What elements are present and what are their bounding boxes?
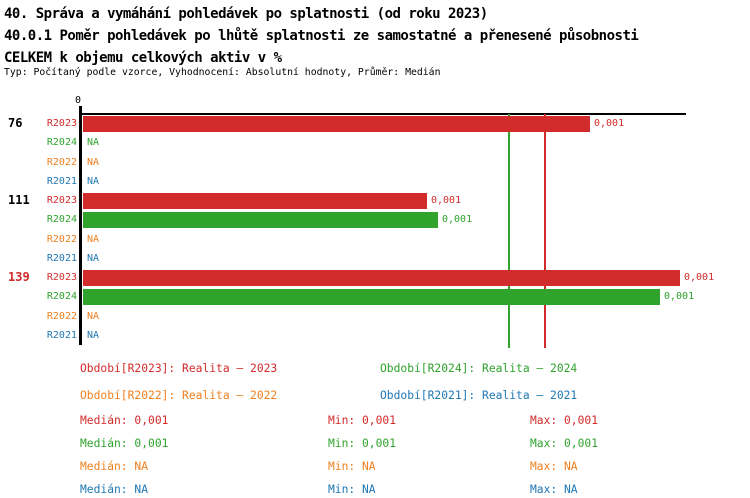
median-line-r2024 bbox=[508, 114, 510, 348]
stat-min-r2024: Min: 0,001 bbox=[328, 437, 397, 450]
period-label: R2023 bbox=[46, 195, 77, 206]
value-bar-r2023 bbox=[83, 192, 427, 209]
chart-row: R2023 0,001 bbox=[0, 268, 750, 287]
median-line-r2023 bbox=[544, 114, 546, 348]
bar-track: 0,001 bbox=[83, 114, 624, 133]
bar-track: NA bbox=[83, 153, 99, 172]
chart-row: R2023 0,001 bbox=[0, 191, 750, 210]
value-bar-r2024 bbox=[83, 211, 438, 228]
period-label: R2022 bbox=[46, 157, 77, 168]
bar-value-label: 0,001 bbox=[431, 195, 462, 206]
stat-median-r2022: Medián: NA bbox=[80, 460, 149, 473]
y-axis-line bbox=[79, 106, 82, 345]
period-label: R2023 bbox=[46, 272, 77, 283]
legend-item-r2022: Období[R2022]: Realita – 2022 bbox=[80, 389, 278, 402]
period-label: R2022 bbox=[46, 234, 77, 245]
stat-median-r2024: Medián: 0,001 bbox=[80, 437, 169, 450]
chart-row: R2023 0,001 bbox=[0, 114, 750, 133]
chart-row: R2021 NA bbox=[0, 172, 750, 191]
bar-track: NA bbox=[83, 230, 99, 249]
period-label: R2023 bbox=[46, 118, 77, 129]
chart-row: R2022 NA bbox=[0, 307, 750, 326]
bar-track: NA bbox=[83, 249, 99, 268]
bar-track: 0,001 bbox=[83, 210, 472, 229]
legend-item-r2024: Období[R2024]: Realita – 2024 bbox=[380, 362, 578, 375]
stat-max-r2021: Max: NA bbox=[530, 483, 578, 496]
group-label-139: 139 bbox=[8, 270, 30, 284]
bar-value-label: NA bbox=[87, 311, 100, 322]
period-label: R2021 bbox=[46, 330, 77, 341]
group-label-76: 76 bbox=[8, 116, 23, 130]
chart-row: R2024 NA bbox=[0, 133, 750, 152]
bar-value-label: NA bbox=[87, 137, 100, 148]
stat-max-r2023: Max: 0,001 bbox=[530, 414, 599, 427]
bar-value-label: 0,001 bbox=[664, 291, 695, 302]
bar-value-label: 0,001 bbox=[684, 272, 715, 283]
stat-min-r2023: Min: 0,001 bbox=[328, 414, 397, 427]
chart-row: R2024 0,001 bbox=[0, 210, 750, 229]
period-label: R2021 bbox=[46, 253, 77, 264]
chart-row: R2021 NA bbox=[0, 249, 750, 268]
page-title-line2: 40.0.1 Poměr pohledávek po lhůtě splatno… bbox=[4, 28, 639, 44]
bar-track: NA bbox=[83, 307, 99, 326]
period-label: R2021 bbox=[46, 176, 77, 187]
stat-max-r2024: Max: 0,001 bbox=[530, 437, 599, 450]
stat-min-r2022: Min: NA bbox=[328, 460, 376, 473]
axis-zero-tick-label: 0 bbox=[75, 95, 82, 106]
page-title-line3: CELKEM k objemu celkových aktiv v % bbox=[4, 50, 282, 66]
stat-median-r2021: Medián: NA bbox=[80, 483, 149, 496]
chart-row: R2024 0,001 bbox=[0, 287, 750, 306]
bar-value-label: NA bbox=[87, 253, 100, 264]
bar-track: 0,001 bbox=[83, 191, 461, 210]
bar-value-label: 0,001 bbox=[442, 214, 473, 225]
bar-value-label: NA bbox=[87, 176, 100, 187]
value-bar-r2024 bbox=[83, 288, 660, 305]
top-axis-line bbox=[79, 113, 686, 115]
bar-value-label: NA bbox=[87, 157, 100, 168]
chart-row: R2021 NA bbox=[0, 326, 750, 345]
bar-value-label: NA bbox=[87, 330, 100, 341]
stat-min-r2021: Min: NA bbox=[328, 483, 376, 496]
bar-track: 0,001 bbox=[83, 268, 714, 287]
bar-track: NA bbox=[83, 133, 99, 152]
stat-median-r2023: Medián: 0,001 bbox=[80, 414, 169, 427]
stat-max-r2022: Max: NA bbox=[530, 460, 578, 473]
chart-row: R2022 NA bbox=[0, 153, 750, 172]
bar-track: 0,001 bbox=[83, 287, 694, 306]
period-label: R2024 bbox=[46, 291, 77, 302]
bar-track: NA bbox=[83, 326, 99, 345]
legend-item-r2023: Období[R2023]: Realita – 2023 bbox=[80, 362, 278, 375]
bar-value-label: NA bbox=[87, 234, 100, 245]
period-label: R2024 bbox=[46, 137, 77, 148]
bar-track: NA bbox=[83, 172, 99, 191]
bar-value-label: 0,001 bbox=[594, 118, 625, 129]
page-title-line1: 40. Správa a vymáhání pohledávek po spla… bbox=[4, 6, 488, 22]
period-label: R2024 bbox=[46, 214, 77, 225]
value-bar-r2023 bbox=[83, 269, 680, 286]
legend-item-r2021: Období[R2021]: Realita – 2021 bbox=[380, 389, 578, 402]
period-label: R2022 bbox=[46, 311, 77, 322]
chart-row: R2022 NA bbox=[0, 230, 750, 249]
value-bar-r2023 bbox=[83, 115, 590, 132]
group-label-111: 111 bbox=[8, 193, 30, 207]
chart-subtitle: Typ: Počítaný podle vzorce, Vyhodnocení:… bbox=[4, 67, 441, 78]
